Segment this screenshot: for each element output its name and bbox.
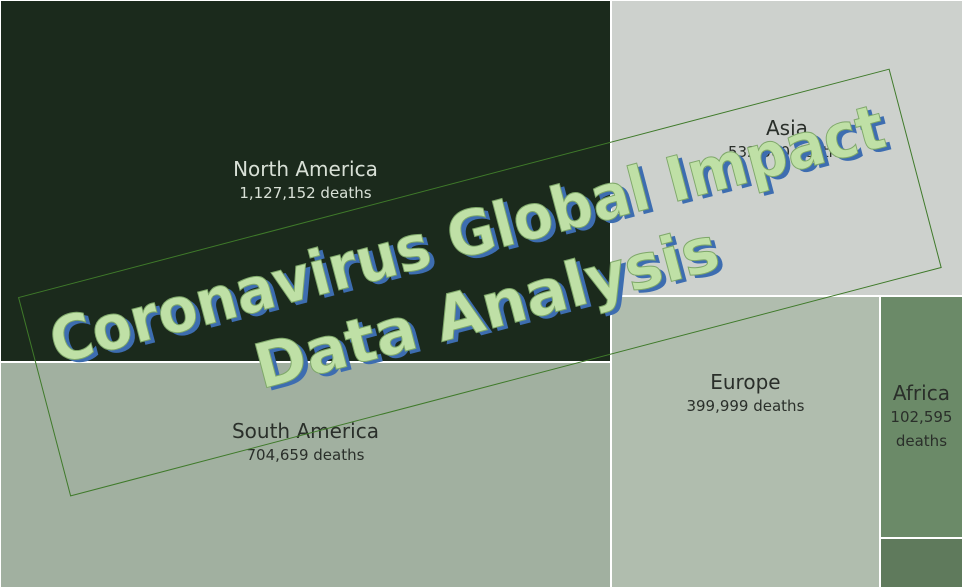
treemap-cell: Europe 399,999 deaths <box>610 296 880 588</box>
treemap-cell: South America 704,659 deaths <box>0 361 611 588</box>
value-label: 399,999 deaths <box>686 397 805 416</box>
cell-label: Europe <box>710 370 781 395</box>
value-label: 1,127,152 deaths <box>239 183 372 202</box>
treemap-cell: North America 1,127,152 deaths <box>0 0 611 362</box>
cell-label: North America <box>233 156 378 181</box>
title-frame <box>17 68 942 497</box>
value-label: 704,659 deaths <box>246 446 365 465</box>
value-label: 102,595 deaths <box>890 408 953 451</box>
cell-label: Africa <box>892 381 950 406</box>
cell-label: Asia <box>766 116 808 140</box>
treemap-cell: Africa 102,595 deaths <box>879 296 963 539</box>
treemap-cell: Asia 532,000 deaths <box>610 0 963 297</box>
cell-label: South America <box>231 419 379 444</box>
value-label: 532,000 deaths <box>727 143 846 161</box>
treemap-cell <box>879 538 963 588</box>
